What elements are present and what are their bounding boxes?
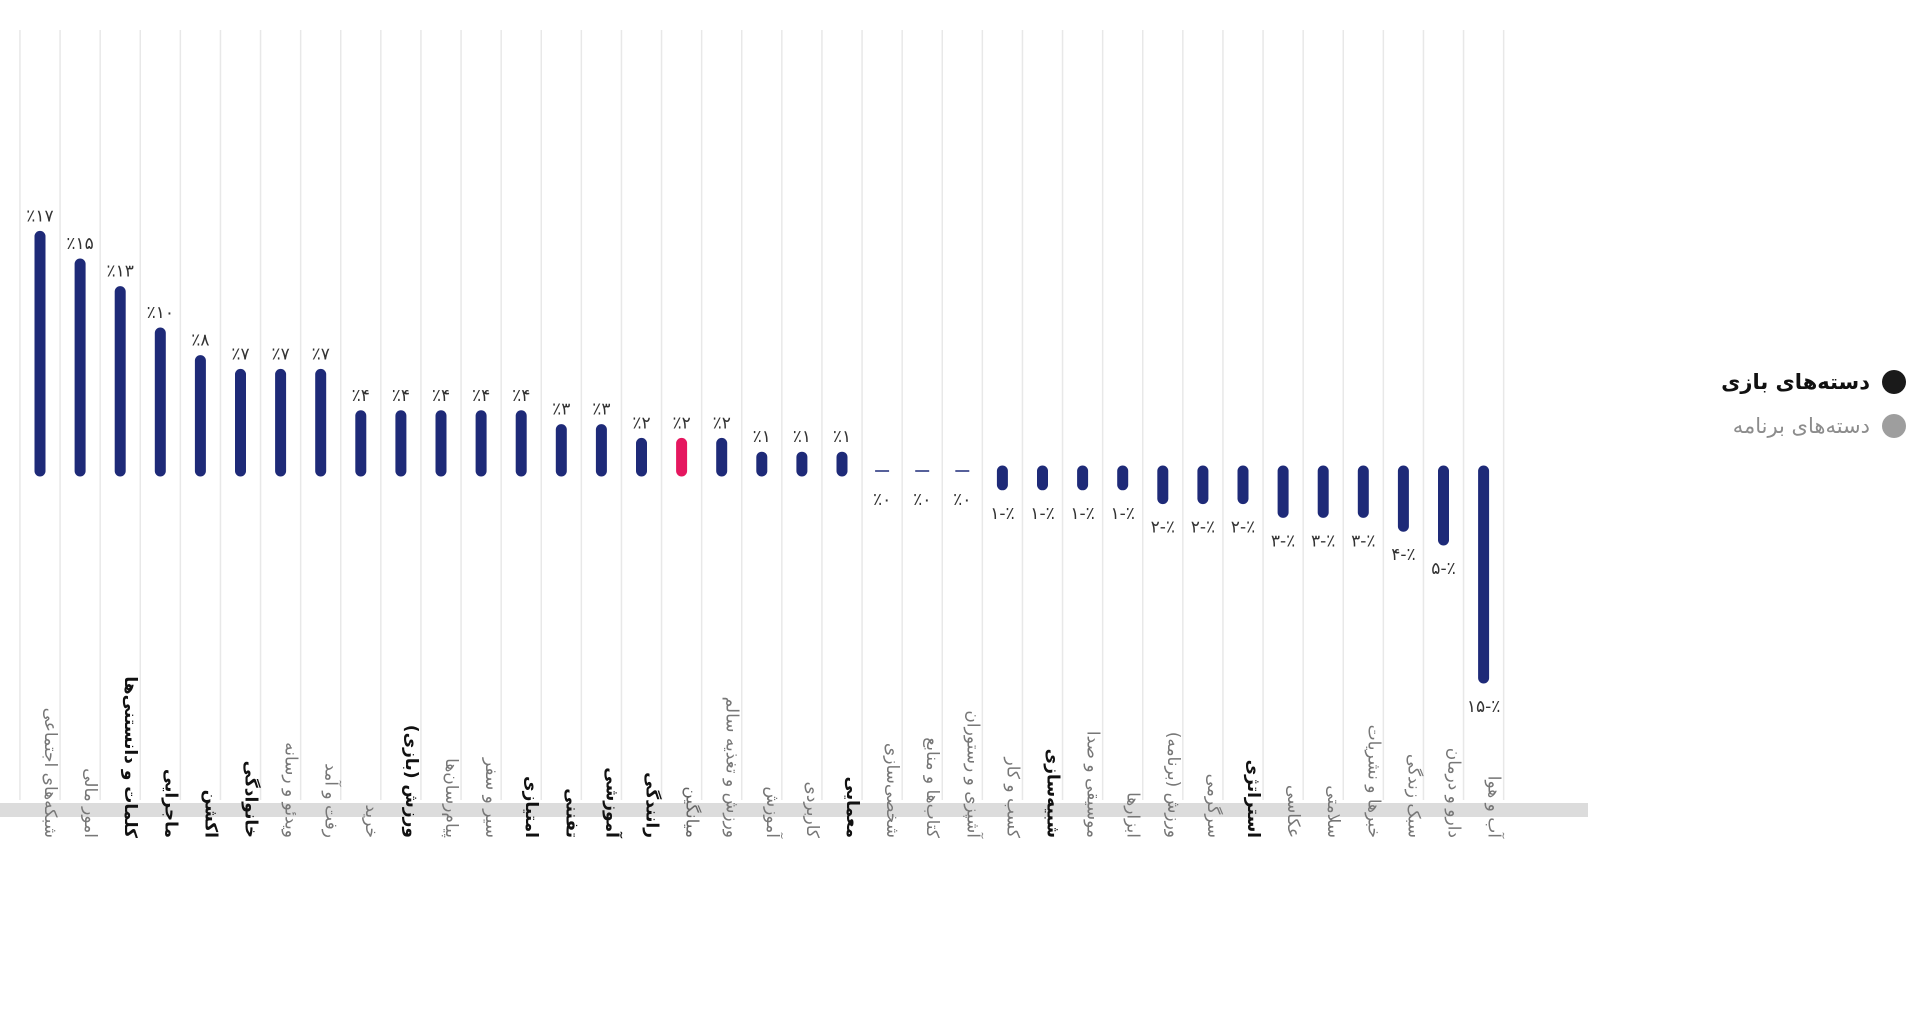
category-label-22: کتاب‌ها و منابع <box>922 737 942 839</box>
category-label-8: خرید <box>361 804 381 838</box>
value-label-10: ٪۴ <box>432 386 450 406</box>
category-label-3: ماجرایی <box>160 769 180 838</box>
category-label-30: استراتژی <box>1243 760 1263 838</box>
value-label-35: ٪-۵ <box>1431 559 1455 579</box>
category-label-20: معمایی <box>842 777 862 838</box>
value-label-26: ٪-۱ <box>1070 504 1094 524</box>
category-label-0: شبکه‌های اجتماعی <box>40 708 60 838</box>
category-label-13: تفننی <box>561 788 581 838</box>
value-label-2: ٪۱۳ <box>106 262 133 282</box>
value-label-6: ٪۷ <box>271 344 289 364</box>
value-label-36: ٪-۱۵ <box>1467 697 1501 717</box>
legend-item-games[interactable]: دسته‌های بازی <box>1721 370 1906 394</box>
value-label-18: ٪۱ <box>753 427 771 447</box>
category-labels: شبکه‌های اجتماعی امور مالی کلمات و دانستنی… <box>40 676 1506 839</box>
value-label-8: ٪۴ <box>352 386 370 406</box>
bar-chart: ٪۱۷ ٪۱۵ ٪۱۳ ٪۱۰ ٪۸ ٪۷ ٪۷ ٪۷ ٪۴ ٪۴ ٪۴ ٪۴ ٪۴ ٪۳ ٪۳ ٪۲ ٪۲ ٪۲… <box>0 30 1588 839</box>
legend: دسته‌های بازی دسته‌های برنامه <box>1721 370 1906 458</box>
category-label-19: کاربردی <box>802 782 822 839</box>
value-label-22: ٪۰ <box>913 490 931 510</box>
value-label-24: ٪-۱ <box>990 504 1014 524</box>
value-labels: ٪۱۷ ٪۱۵ ٪۱۳ ٪۱۰ ٪۸ ٪۷ ٪۷ ٪۷ ٪۴ ٪۴ ٪۴ ٪۴ ٪۴ ٪۳ ٪۳ ٪۲ ٪۲ ٪۲… <box>26 206 1500 717</box>
category-label-25: شبیه‌سازی <box>1043 749 1063 838</box>
value-label-3: ٪۱۰ <box>147 303 174 323</box>
value-label-32: ٪-۳ <box>1311 531 1335 551</box>
value-label-17: ٪۲ <box>713 413 731 433</box>
value-label-15: ٪۲ <box>632 413 650 433</box>
value-label-27: ٪-۱ <box>1110 504 1134 524</box>
category-label-28: ورزش (برنامه) <box>1163 732 1183 838</box>
category-label-4: اکشن <box>200 790 220 838</box>
category-label-17: ورزش و تغذیه سالم <box>722 697 742 838</box>
vertical-grid <box>19 30 1505 800</box>
category-label-24: کسب و کار <box>1002 757 1022 839</box>
legend-dot-games <box>1882 370 1906 394</box>
value-label-19: ٪۱ <box>793 427 811 447</box>
legend-label-games: دسته‌های بازی <box>1721 370 1870 394</box>
value-label-5: ٪۷ <box>231 344 249 364</box>
value-label-28: ٪-۲ <box>1151 518 1175 538</box>
category-label-2: کلمات و دانستنی‌ها <box>120 676 140 838</box>
category-label-9: ورزش (بازی) <box>401 725 421 838</box>
legend-item-apps[interactable]: دسته‌های برنامه <box>1721 414 1906 438</box>
category-label-11: سیر و سفر <box>481 757 501 838</box>
value-label-0: ٪۱۷ <box>26 206 53 226</box>
category-label-15: رانندگی <box>642 772 663 838</box>
value-label-33: ٪-۳ <box>1351 531 1375 551</box>
value-label-29: ٪-۲ <box>1191 518 1215 538</box>
category-label-32: سلامتی <box>1323 785 1343 838</box>
bar-series <box>34 230 1490 684</box>
category-label-10: پیام‌رسان‌ها <box>441 758 461 838</box>
value-label-31: ٪-۳ <box>1271 531 1295 551</box>
value-label-1: ٪۱۵ <box>66 234 93 254</box>
category-label-6: ویدئو و رسانه <box>281 742 301 838</box>
value-label-21: ٪۰ <box>873 490 891 510</box>
category-label-14: آموزشی <box>601 767 623 839</box>
value-label-34: ٪-۴ <box>1391 545 1415 565</box>
category-label-16: میانگین <box>682 786 703 838</box>
value-label-4: ٪۸ <box>191 331 209 351</box>
category-label-27: ابزارها <box>1123 792 1143 838</box>
category-label-33: خبرها و نشریات <box>1363 725 1383 838</box>
category-label-5: خانوادگی <box>241 761 262 838</box>
value-label-30: ٪-۲ <box>1231 518 1255 538</box>
category-label-12: امتیازی <box>521 776 541 838</box>
category-label-29: سرگرمی <box>1203 774 1224 838</box>
category-label-35: دارو و درمان <box>1444 748 1464 838</box>
category-label-18: آموزش <box>762 786 784 839</box>
legend-dot-apps <box>1882 414 1906 438</box>
category-label-7: رفت و آمد <box>321 763 343 838</box>
category-axis-band <box>0 803 1588 817</box>
value-label-12: ٪۴ <box>512 386 530 406</box>
category-label-36: آب و هوا <box>1484 776 1506 839</box>
value-label-25: ٪-۱ <box>1030 504 1054 524</box>
category-label-34: سبک زندگی <box>1403 754 1424 838</box>
value-label-13: ٪۳ <box>552 400 570 420</box>
value-label-9: ٪۴ <box>392 386 410 406</box>
value-label-16: ٪۲ <box>672 413 690 433</box>
value-label-11: ٪۴ <box>472 386 490 406</box>
category-label-21: شخصی‌سازی <box>882 743 902 838</box>
category-label-26: موسیقی و صدا <box>1083 731 1103 838</box>
value-label-20: ٪۱ <box>833 427 851 447</box>
value-label-23: ٪۰ <box>953 490 971 510</box>
category-label-23: آشپزی و رستوران <box>962 710 984 839</box>
legend-label-apps: دسته‌های برنامه <box>1732 414 1870 438</box>
category-label-1: امور مالی <box>80 768 100 838</box>
value-label-14: ٪۳ <box>592 400 610 420</box>
category-label-31: عکاسی <box>1283 785 1303 838</box>
value-label-7: ٪۷ <box>312 344 330 364</box>
